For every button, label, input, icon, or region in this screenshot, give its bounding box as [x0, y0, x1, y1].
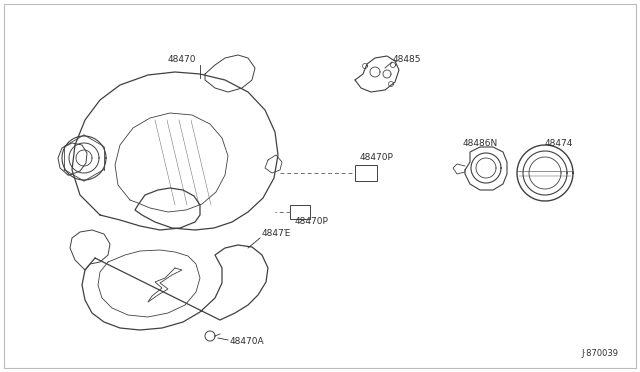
Text: J·870039: J·870039	[581, 349, 618, 358]
Text: 48485: 48485	[393, 55, 422, 64]
Text: 48486N: 48486N	[463, 138, 499, 148]
Text: 48470: 48470	[168, 55, 196, 64]
Text: 48470A: 48470A	[230, 337, 264, 346]
Bar	[355, 165, 377, 181]
Bar	[290, 205, 310, 219]
Text: 48470P: 48470P	[360, 153, 394, 161]
Text: 48474: 48474	[545, 138, 573, 148]
Text: 4847Έ: 4847Έ	[262, 230, 291, 238]
Text: 48470P: 48470P	[295, 218, 329, 227]
